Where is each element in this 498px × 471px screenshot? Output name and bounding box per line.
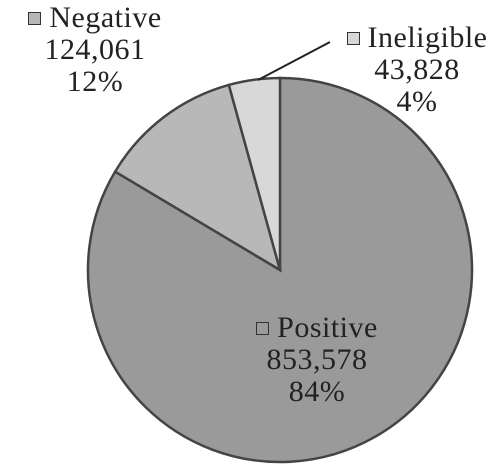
slice-value-negative: 124,061 [44,33,146,66]
slice-percent-negative: 12% [66,65,124,98]
pie-slice-positive [86,76,474,464]
slice-name-ineligible: Ineligible [367,21,488,54]
ineligible-leader-line [257,41,331,81]
legend-key-positive-icon [256,321,270,335]
slice-percent-ineligible: 4% [396,85,438,118]
slice-name-negative: Negative [49,1,162,34]
pie-slice-ineligible [227,76,282,271]
slice-percent-positive: 84% [288,375,346,408]
slice-value-ineligible: 43,828 [374,53,460,86]
label-negative: Negative 124,061 12% [0,2,190,98]
slice-name-positive: Positive [277,311,378,344]
legend-key-negative-icon [28,11,42,25]
label-positive: Positive 853,578 84% [222,312,412,408]
label-ineligible: Ineligible 43,828 4% [336,22,498,118]
legend-key-ineligible-icon [346,31,360,45]
slice-value-positive: 853,578 [266,343,368,376]
pie-slice-negative [113,83,283,273]
